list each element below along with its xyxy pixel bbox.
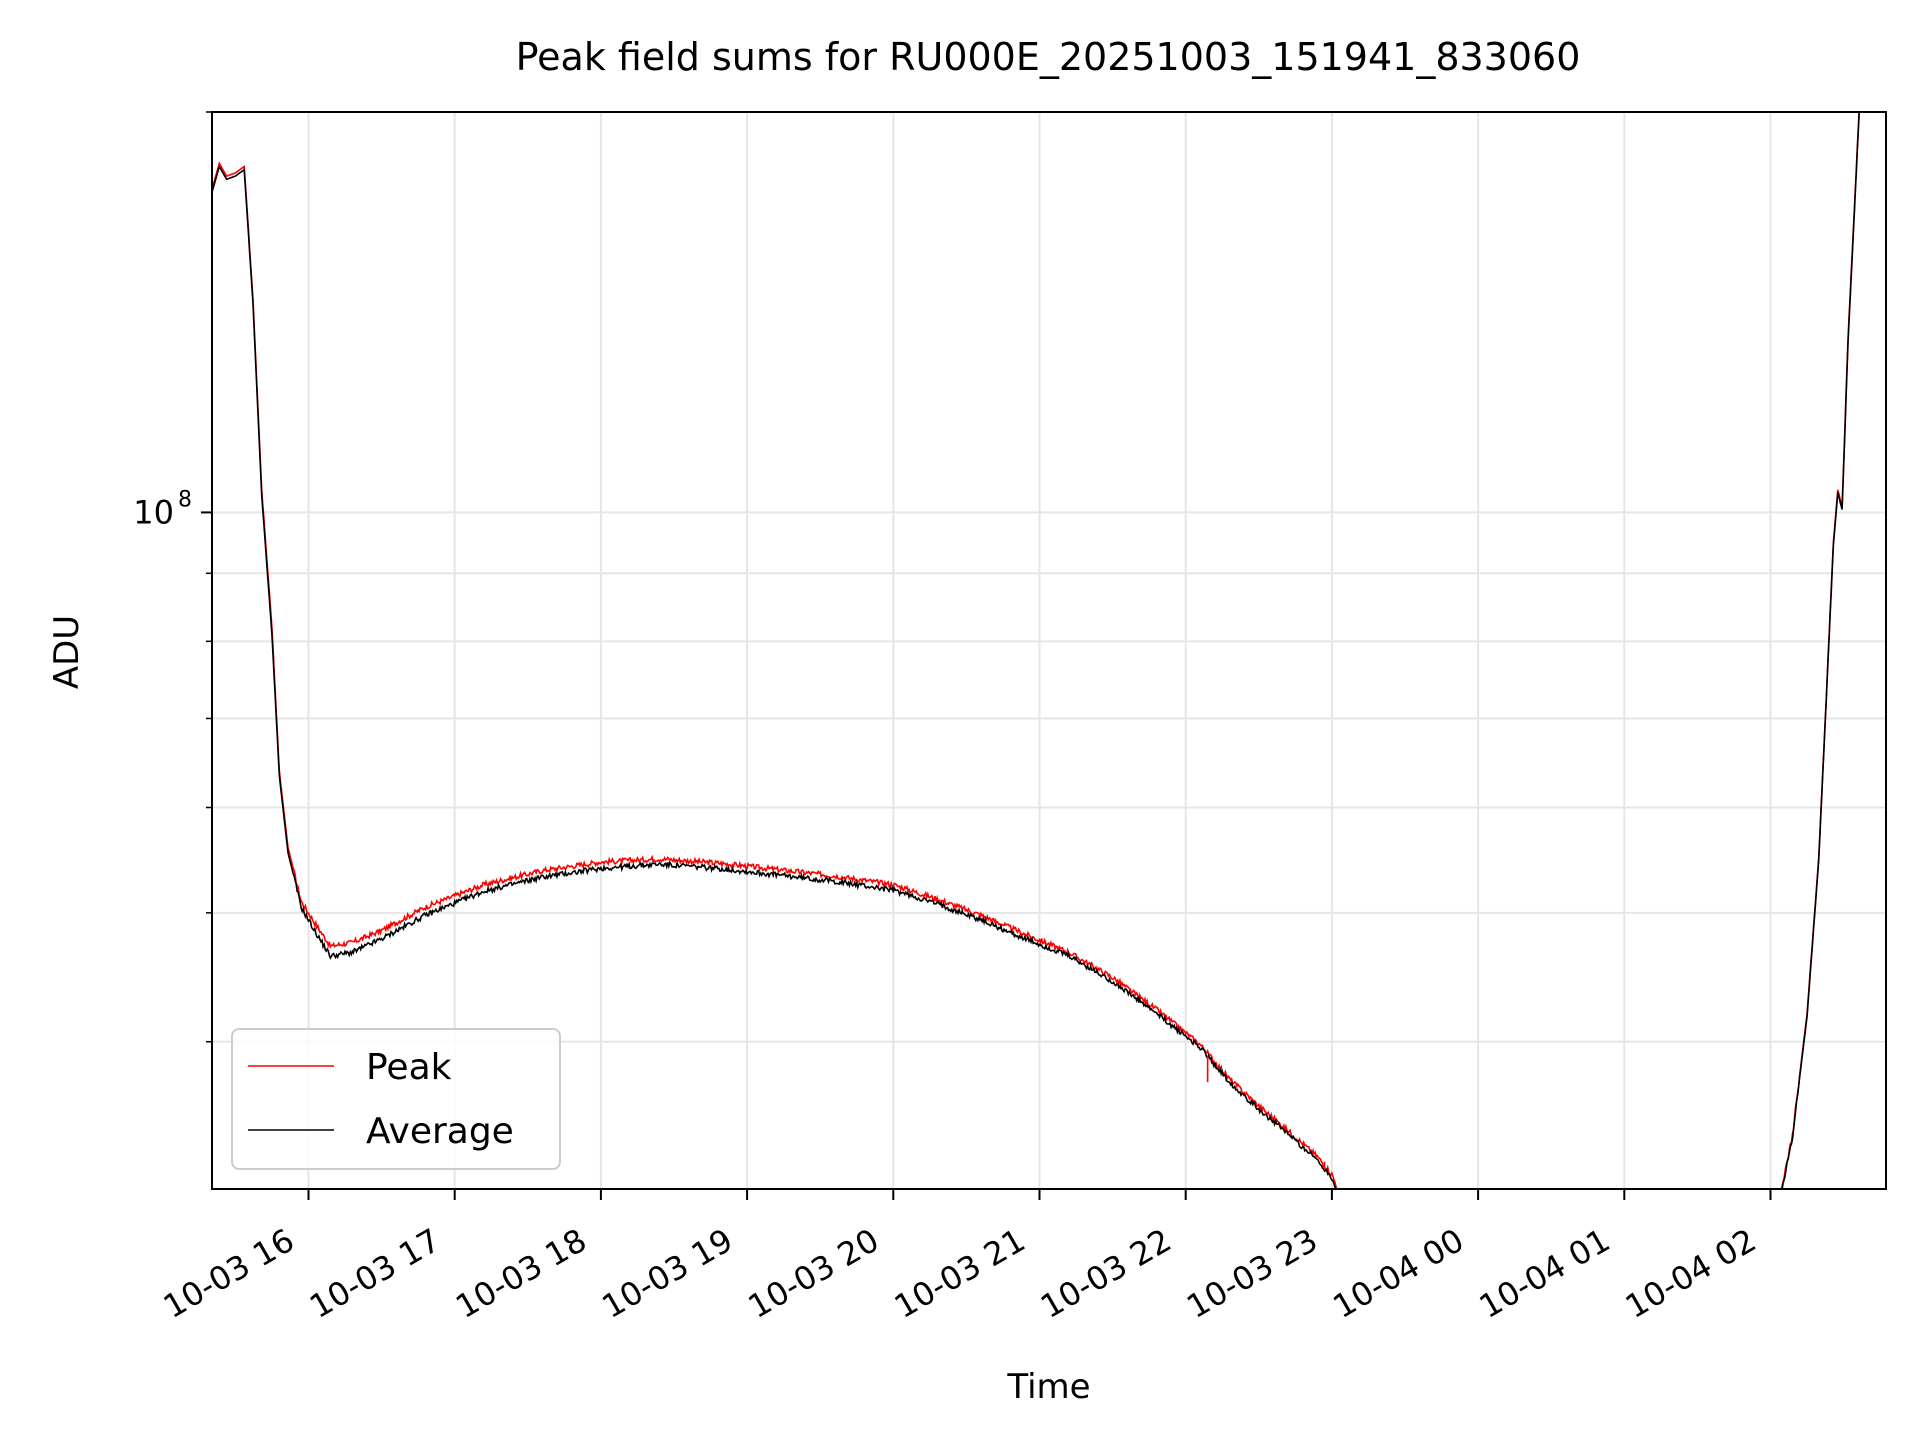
- x-axis-label: Time: [1006, 1367, 1090, 1407]
- legend-peak-label: Peak: [366, 1047, 452, 1088]
- plot-frame: [211, 111, 1887, 1190]
- y-tick-label-exponent: 8: [178, 487, 192, 512]
- legend-box: [231, 1028, 561, 1170]
- chart-title: Peak field sums for RU000E_20251003_1519…: [516, 35, 1581, 79]
- y-tick-label: 10: [133, 493, 174, 531]
- y-axis-label: ADU: [47, 615, 87, 689]
- legend-average-label: Average: [366, 1111, 514, 1152]
- y-axis-ticks: 10 8: [133, 111, 212, 1043]
- plot-series: [212, 112, 1861, 1189]
- legend: Peak Average: [231, 1028, 561, 1170]
- series-line-average: [212, 112, 1861, 1189]
